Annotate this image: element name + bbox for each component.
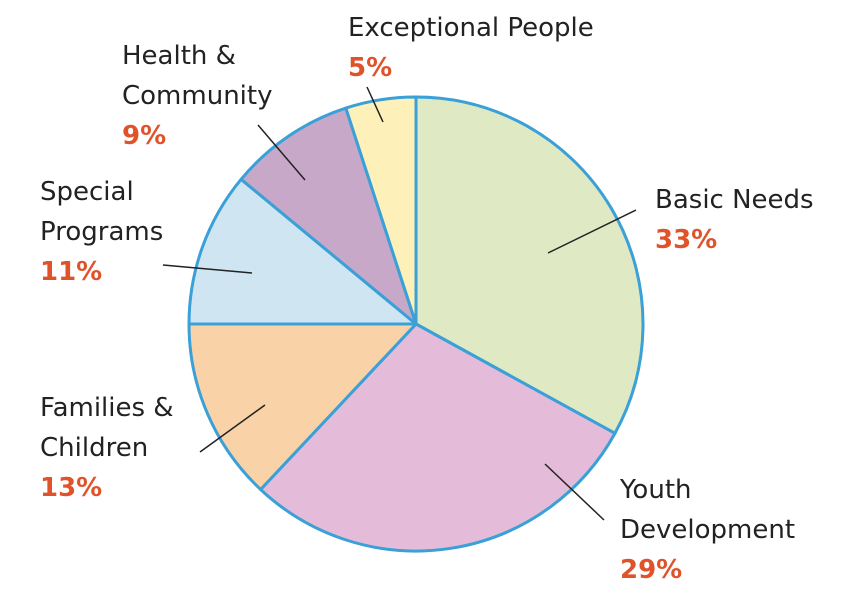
category-label: Health & Community [122,41,273,111]
leader-line [547,209,637,254]
pie-slice [187,322,418,491]
value-label: 11% [40,257,103,287]
slice-label: Youth Development 29% [620,470,795,590]
leader-line [366,86,384,123]
leader-line [162,264,253,274]
slice-label: Families & Children 13% [40,388,174,508]
slice-label: Health & Community 9% [122,36,272,156]
pie-slice [239,106,418,326]
value-label: 5% [348,53,393,83]
category-label: Exceptional People [348,13,594,43]
pie-slice [344,95,418,326]
value-label: 13% [40,473,103,503]
slice-label: Basic Needs 33% [655,180,814,260]
value-label: 29% [620,555,683,585]
category-label: Youth Development [620,475,796,545]
slice-label: Exceptional People 5% [348,8,594,88]
category-label: Families & Children [40,393,174,463]
category-label: Special Programs [40,177,164,247]
slice-label: Special Programs 11% [40,172,163,292]
leader-line [199,404,266,453]
pie-slice [187,177,418,326]
category-label: Basic Needs [655,185,814,215]
value-label: 33% [655,225,718,255]
pie-slice [414,95,645,435]
leader-line [257,124,306,181]
leader-line [544,463,605,521]
pie-slice [259,322,617,553]
value-label: 9% [122,121,167,151]
